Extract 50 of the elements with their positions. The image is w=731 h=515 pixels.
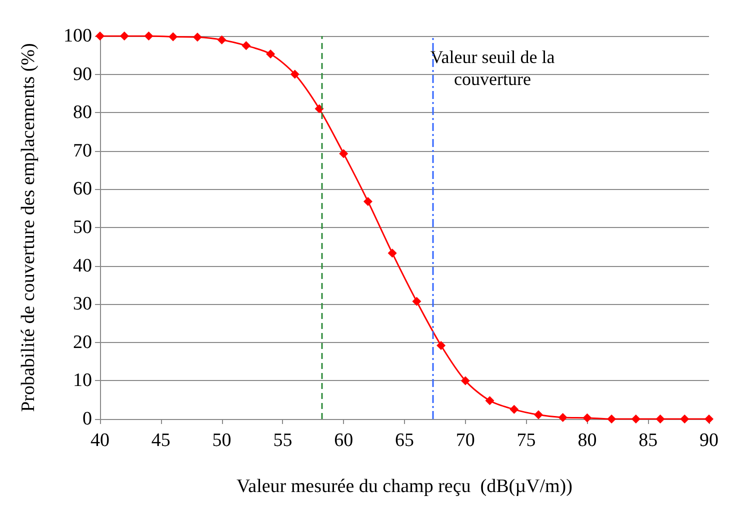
- y-tick-label: 20: [73, 332, 92, 353]
- point: [558, 412, 568, 422]
- y-tick-label: 10: [73, 370, 92, 392]
- point: [534, 410, 543, 420]
- point: [436, 340, 446, 350]
- y-tick-label: 60: [73, 178, 92, 200]
- x-tick-label: 40: [90, 430, 110, 451]
- point: [656, 414, 665, 424]
- point: [510, 404, 519, 414]
- x-tick-label: 70: [456, 430, 475, 451]
- point: [242, 41, 251, 50]
- y-tick-label: 70: [73, 140, 92, 162]
- point: [339, 149, 348, 158]
- x-tick-label: 65: [395, 430, 414, 451]
- point: [631, 414, 640, 424]
- y-tick-label: 0: [82, 408, 92, 430]
- x-tick-label: 90: [700, 430, 718, 451]
- x-tick-label: 55: [273, 430, 292, 451]
- y-tick-label: 90: [73, 64, 92, 85]
- point: [120, 32, 129, 40]
- point: [266, 50, 276, 58]
- point: [144, 32, 154, 40]
- x-axis-title: Valeur mesurée du champ reçu (dB(µV/m)): [236, 476, 572, 497]
- ref-line-label: Valeur seuil de la couverture: [430, 47, 555, 89]
- point: [217, 35, 226, 44]
- point: [680, 414, 690, 424]
- x-tick-label: 80: [578, 430, 597, 451]
- x-tick-label: 75: [516, 430, 536, 451]
- point: [582, 413, 592, 422]
- point: [607, 414, 616, 424]
- point: [388, 248, 397, 258]
- point: [192, 32, 202, 42]
- y-axis-title: Probabilité de couverture des emplacements (%): [18, 43, 39, 412]
- y-tick-label: 100: [64, 26, 92, 46]
- y-tick-label: 50: [73, 217, 92, 238]
- point: [168, 32, 178, 42]
- point: [314, 104, 324, 114]
- y-tick-label: 40: [73, 255, 92, 276]
- point: [290, 70, 300, 79]
- point: [485, 396, 494, 406]
- x-tick-label: 85: [638, 430, 658, 451]
- point: [363, 196, 372, 206]
- x-tick-label: 45: [151, 430, 170, 451]
- x-tick-label: 60: [334, 430, 354, 451]
- y-tick-label: 30: [73, 294, 92, 315]
- point: [412, 296, 422, 306]
- point: [704, 414, 714, 424]
- x-tick-label: 50: [212, 430, 232, 451]
- point: [460, 376, 470, 386]
- y-tick-label: 80: [73, 102, 92, 124]
